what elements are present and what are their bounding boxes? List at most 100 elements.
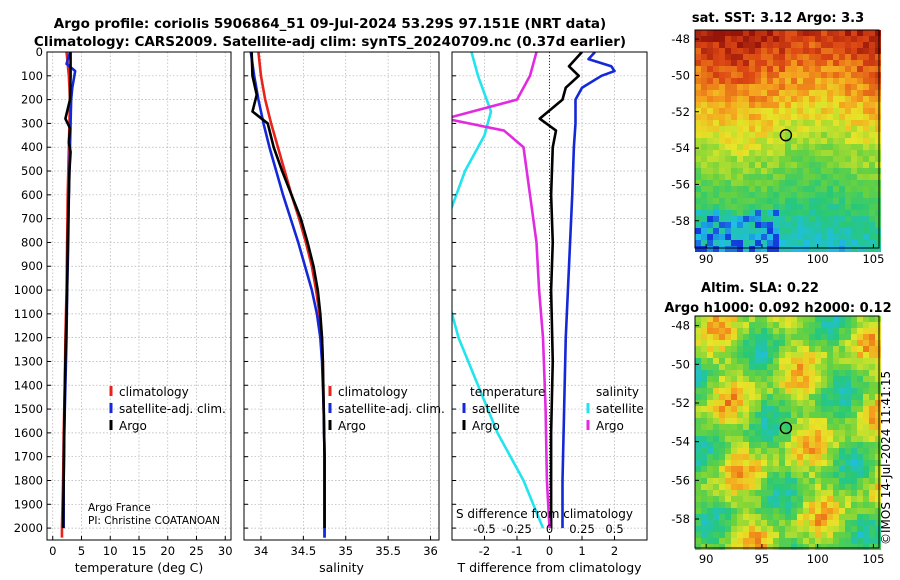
heatmap-cell — [761, 544, 767, 550]
heatmap-cell — [707, 102, 713, 108]
series-line-t-satellite — [561, 52, 616, 529]
heatmap-cell — [755, 186, 761, 192]
heatmap-cell — [725, 526, 731, 532]
heatmap-cell — [851, 246, 857, 252]
heatmap-cell — [875, 78, 881, 84]
heatmap-cell — [851, 352, 857, 358]
heatmap-cell — [725, 406, 731, 412]
heatmap-cell — [785, 358, 791, 364]
heatmap-cell — [761, 526, 767, 532]
heatmap-cell — [731, 144, 737, 150]
heatmap-cell — [755, 60, 761, 66]
heatmap-cell — [839, 78, 845, 84]
heatmap-cell — [815, 478, 821, 484]
heatmap-cell — [761, 388, 767, 394]
heatmap-cell — [761, 358, 767, 364]
heatmap-cell — [785, 222, 791, 228]
heatmap-cell — [803, 186, 809, 192]
heatmap-cell — [743, 240, 749, 246]
heatmap-cell — [707, 48, 713, 54]
heatmap-cell — [857, 388, 863, 394]
heatmap-cell — [785, 532, 791, 538]
heatmap-cell — [839, 544, 845, 550]
heatmap-cell — [815, 144, 821, 150]
heatmap-cell — [695, 436, 701, 442]
heatmap-cell — [803, 406, 809, 412]
heatmap-cell — [707, 316, 713, 322]
heatmap-cell — [725, 138, 731, 144]
heatmap-cell — [821, 400, 827, 406]
heatmap-cell — [863, 210, 869, 216]
heatmap-cell — [797, 394, 803, 400]
heatmap-cell — [839, 84, 845, 90]
heatmap-cell — [737, 42, 743, 48]
heatmap-cell — [719, 84, 725, 90]
heatmap-cell — [797, 48, 803, 54]
heatmap-cell — [857, 412, 863, 418]
heatmap-cell — [833, 514, 839, 520]
heatmap-cell — [857, 532, 863, 538]
heatmap-cell — [743, 156, 749, 162]
heatmap-cell — [755, 126, 761, 132]
heatmap-cell — [869, 526, 875, 532]
heatmap-cell — [743, 114, 749, 120]
heatmap-cell — [797, 66, 803, 72]
heatmap-cell — [713, 430, 719, 436]
heatmap-cell — [803, 322, 809, 328]
heatmap-cell — [773, 192, 779, 198]
heatmap-cell — [863, 508, 869, 514]
heatmap-cell — [737, 60, 743, 66]
heatmap-cell — [773, 484, 779, 490]
heatmap-cell — [857, 198, 863, 204]
heatmap-cell — [725, 424, 731, 430]
heatmap-cell — [797, 388, 803, 394]
heatmap-cell — [857, 454, 863, 460]
heatmap-cell — [875, 60, 881, 66]
heatmap-cell — [863, 376, 869, 382]
heatmap-cell — [803, 328, 809, 334]
heatmap-cell — [773, 388, 779, 394]
heatmap-cell — [857, 418, 863, 424]
heatmap-cell — [839, 472, 845, 478]
heatmap-cell — [851, 156, 857, 162]
heatmap-cell — [737, 520, 743, 526]
heatmap-cell — [839, 448, 845, 454]
heatmap-cell — [737, 430, 743, 436]
heatmap-cell — [827, 174, 833, 180]
heatmap-cell — [755, 102, 761, 108]
heatmap-cell — [737, 382, 743, 388]
heatmap-cell — [875, 228, 881, 234]
heatmap-cell — [761, 150, 767, 156]
heatmap-cell — [875, 54, 881, 60]
heatmap-cell — [851, 322, 857, 328]
heatmap-cell — [851, 364, 857, 370]
heatmap-cell — [791, 466, 797, 472]
heatmap-cell — [755, 472, 761, 478]
heatmap-cell — [749, 418, 755, 424]
heatmap-cell — [857, 114, 863, 120]
heatmap-cell — [791, 144, 797, 150]
heatmap-cell — [797, 364, 803, 370]
heatmap-cell — [773, 138, 779, 144]
heatmap-cell — [857, 132, 863, 138]
heatmap-cell — [863, 246, 869, 252]
heatmap-cell — [731, 132, 737, 138]
heatmap-cell — [809, 198, 815, 204]
heatmap-cell — [815, 514, 821, 520]
heatmap-cell — [833, 138, 839, 144]
heatmap-cell — [743, 90, 749, 96]
map-x-tick-label: 95 — [755, 552, 770, 566]
heatmap-cell — [839, 42, 845, 48]
heatmap-cell — [767, 334, 773, 340]
heatmap-cell — [707, 406, 713, 412]
heatmap-cell — [803, 210, 809, 216]
heatmap-cell — [779, 526, 785, 532]
heatmap-cell — [731, 466, 737, 472]
heatmap-cell — [845, 484, 851, 490]
heatmap-cell — [725, 222, 731, 228]
heatmap-cell — [839, 198, 845, 204]
heatmap-cell — [773, 418, 779, 424]
heatmap-cell — [695, 42, 701, 48]
heatmap-cell — [701, 60, 707, 66]
heatmap-cell — [707, 322, 713, 328]
